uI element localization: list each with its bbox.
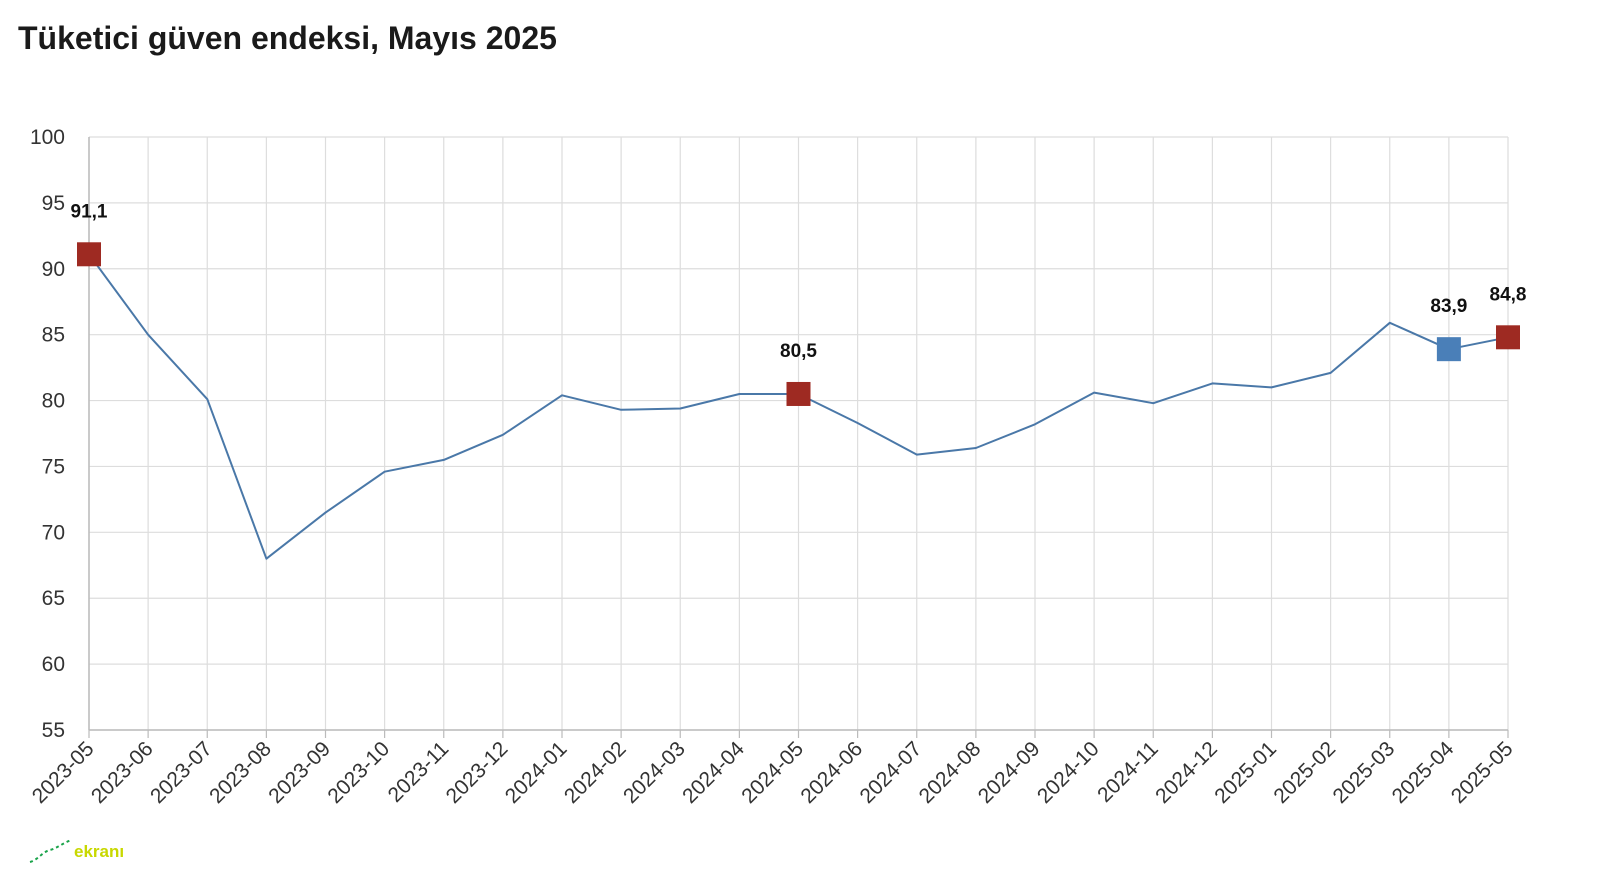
x-tick-label: 2024-05	[737, 737, 808, 808]
highlight-marker	[1496, 325, 1520, 350]
axes	[88, 137, 1509, 738]
data-point	[501, 433, 505, 437]
x-tick-label: 2024-10	[1033, 737, 1104, 808]
x-tick-label: 2023-11	[384, 737, 454, 807]
data-point	[146, 333, 150, 337]
x-tick-label: 2023-05	[28, 737, 99, 808]
data-point	[1388, 321, 1392, 325]
x-tick-label: 2023-08	[205, 737, 276, 808]
x-tick-label: 2024-06	[796, 737, 867, 808]
grid-lines	[88, 136, 1509, 731]
data-point	[560, 393, 564, 397]
data-label: 83,9	[1430, 296, 1467, 317]
data-label: 84,8	[1490, 284, 1527, 305]
y-tick-label: 100	[30, 126, 65, 149]
y-tick-label: 90	[42, 258, 65, 281]
y-tick-label: 55	[42, 719, 65, 742]
data-point	[1270, 385, 1274, 389]
watermark-logo: ekranı	[28, 838, 138, 870]
x-axis-ticks: 2023-052023-062023-072023-082023-092023-…	[28, 737, 1518, 808]
data-point	[915, 453, 919, 457]
highlight-marker	[786, 381, 811, 406]
x-tick-label: 2024-02	[560, 737, 631, 808]
x-tick-label: 2024-08	[915, 737, 986, 808]
data-point	[1151, 401, 1155, 405]
annotation-markers	[77, 242, 1520, 406]
x-tick-label: 2023-12	[442, 737, 513, 808]
data-point	[856, 421, 860, 425]
data-point	[442, 458, 446, 462]
x-tick-label: 2024-12	[1151, 737, 1222, 808]
x-tick-label: 2023-06	[87, 737, 158, 808]
y-axis-ticks: 55 60 65 70 75 80 85 90 95 100	[30, 126, 65, 742]
chart-title: Tüketici güven endeksi, Mayıs 2025	[18, 20, 557, 56]
data-point	[205, 397, 209, 401]
data-point	[383, 470, 387, 474]
data-point	[678, 406, 682, 410]
highlight-marker	[1436, 337, 1461, 362]
y-tick-label: 85	[42, 324, 65, 347]
x-tick-label: 2023-09	[264, 737, 335, 808]
watermark-text: ekranı	[74, 842, 125, 861]
x-tick-label: 2024-03	[619, 737, 690, 808]
data-point	[1210, 381, 1214, 385]
x-tick-label: 2025-05	[1447, 737, 1518, 808]
x-tick-label: 2024-01	[501, 737, 572, 808]
data-point	[1092, 391, 1096, 395]
data-point	[1329, 371, 1333, 375]
x-tick-label: 2024-04	[678, 737, 749, 808]
y-tick-label: 75	[42, 455, 65, 478]
y-tick-label: 60	[42, 653, 65, 676]
x-tick-label: 2025-04	[1388, 737, 1459, 808]
x-tick-label: 2025-02	[1269, 737, 1340, 808]
x-tick-label: 2024-07	[856, 737, 927, 808]
y-tick-label: 95	[42, 192, 65, 215]
data-point	[324, 511, 328, 515]
y-tick-label: 65	[42, 587, 65, 610]
data-point	[974, 446, 978, 450]
y-tick-label: 70	[42, 521, 65, 544]
watermark-trend-icon	[29, 839, 73, 863]
x-tick-label: 2023-07	[146, 737, 217, 808]
x-tick-label: 2024-11	[1093, 737, 1163, 807]
data-point	[264, 557, 268, 561]
data-label: 80,5	[780, 341, 817, 362]
x-tick-label: 2025-03	[1329, 737, 1400, 808]
x-tick-label: 2025-01	[1210, 737, 1281, 808]
y-tick-label: 80	[42, 390, 65, 413]
highlight-marker	[77, 242, 101, 267]
data-point	[737, 392, 741, 396]
annotation-labels: 91,1 80,5 83,9 84,8	[71, 201, 1527, 362]
data-label: 91,1	[71, 201, 108, 222]
x-tick-label: 2023-10	[323, 737, 394, 808]
data-point	[1033, 422, 1037, 426]
x-tick-label: 2024-09	[974, 737, 1045, 808]
data-point	[619, 408, 623, 412]
